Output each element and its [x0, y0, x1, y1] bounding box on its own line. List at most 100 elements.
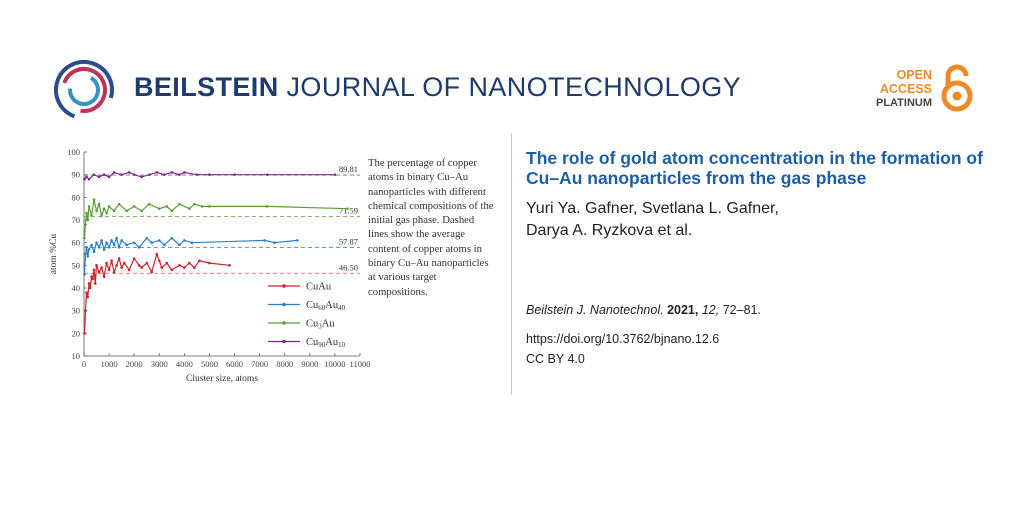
reference-label: 46.50: [339, 262, 358, 272]
data-point: [107, 205, 111, 208]
data-point: [112, 243, 116, 247]
data-point: [150, 241, 154, 244]
reference-label: 71.59: [339, 205, 358, 215]
data-point: [92, 250, 96, 254]
data-point: [265, 205, 269, 208]
data-point: [92, 268, 96, 272]
data-point: [90, 214, 93, 217]
data-point: [127, 268, 131, 272]
data-point: [145, 261, 149, 265]
data-point: [83, 177, 86, 181]
data-point: [132, 257, 136, 260]
data-point: [178, 173, 181, 176]
y-tick-label: 100: [67, 147, 80, 157]
data-point: [125, 209, 128, 213]
data-point: [105, 211, 108, 215]
data-point: [162, 243, 166, 247]
open-lock-icon: [941, 64, 973, 112]
data-point: [95, 241, 98, 244]
data-point: [137, 264, 141, 267]
journal-name[interactable]: BEILSTEIN JOURNAL OF NANOTECHNOLOGY: [134, 72, 741, 103]
data-point: [117, 202, 121, 206]
data-point: [157, 239, 161, 242]
data-point: [105, 261, 108, 265]
data-point: [85, 291, 88, 294]
y-tick-label: 70: [72, 215, 81, 225]
data-point: [86, 295, 90, 299]
journal-name-rest: JOURNAL OF NANOTECHNOLOGY: [278, 72, 742, 102]
series-line: [83, 252, 230, 334]
license: CC BY 4.0: [526, 352, 585, 366]
y-tick-label: 30: [72, 306, 81, 316]
x-tick-label: 7000: [251, 359, 268, 369]
figure-caption: The percentage of copper atoms in binary…: [368, 157, 494, 298]
data-point: [157, 259, 161, 263]
legend-marker: [282, 339, 286, 344]
x-tick-label: 10000: [324, 359, 345, 369]
data-point: [178, 202, 181, 206]
x-tick-label: 5000: [201, 359, 218, 369]
data-point: [117, 257, 121, 260]
data-point: [86, 254, 90, 258]
x-tick-label: 0: [82, 359, 86, 369]
data-point: [125, 243, 128, 247]
doi-link[interactable]: https://doi.org/10.3762/bjnano.12.6: [526, 332, 720, 346]
data-point: [170, 268, 174, 272]
data-point: [85, 245, 88, 249]
data-point: [140, 175, 144, 179]
data-point: [90, 243, 93, 247]
data-point: [100, 214, 103, 217]
data-point: [87, 248, 91, 251]
data-point: [102, 275, 106, 278]
data-point: [83, 236, 86, 240]
data-point: [273, 241, 276, 244]
data-point: [295, 239, 299, 242]
data-point: [198, 259, 201, 263]
data-point: [178, 264, 181, 267]
data-point: [188, 261, 191, 265]
data-point: [120, 266, 123, 269]
data-point: [165, 261, 169, 265]
data-point: [193, 266, 196, 269]
y-tick-label: 20: [72, 328, 81, 338]
data-point: [122, 261, 126, 265]
data-point: [170, 236, 174, 240]
citation-pages: 72–81.: [722, 303, 761, 317]
data-point: [107, 268, 111, 272]
data-point: [263, 239, 266, 242]
article-authors: Yuri Ya. Gafner, Svetlana L. Gafner, Dar…: [526, 198, 996, 242]
series-line: [83, 199, 348, 239]
data-point: [107, 175, 111, 179]
data-point: [233, 173, 236, 176]
data-point: [208, 205, 211, 208]
legend-marker: [282, 321, 286, 325]
x-tick-label: 11000: [350, 359, 371, 369]
open-access-badge[interactable]: OPEN ACCESS PLATINUM: [866, 64, 976, 114]
data-point: [83, 273, 86, 276]
data-point: [147, 173, 151, 176]
article-title[interactable]: The role of gold atom concentration in t…: [526, 148, 983, 188]
data-point: [145, 236, 149, 240]
authors-line1: Yuri Ya. Gafner, Svetlana L. Gafner,: [526, 200, 779, 217]
data-point: [183, 239, 186, 242]
data-point: [208, 261, 211, 265]
journal-abbreviation: Beilstein J. Nanotechnol.: [526, 303, 664, 317]
data-point: [132, 241, 136, 244]
data-point: [112, 270, 116, 274]
x-tick-label: 4000: [176, 359, 193, 369]
open-access-line3: PLATINUM: [875, 97, 932, 109]
vertical-divider: [511, 133, 512, 395]
data-point: [88, 286, 92, 290]
y-tick-label: 80: [72, 192, 81, 202]
data-point: [117, 245, 121, 249]
data-point: [105, 241, 108, 244]
data-point: [140, 209, 144, 213]
data-point: [97, 175, 101, 179]
data-point: [110, 259, 113, 263]
data-point: [90, 275, 93, 278]
data-point: [170, 209, 174, 213]
data-point: [200, 205, 204, 208]
data-point: [107, 245, 111, 249]
data-point: [92, 173, 96, 176]
